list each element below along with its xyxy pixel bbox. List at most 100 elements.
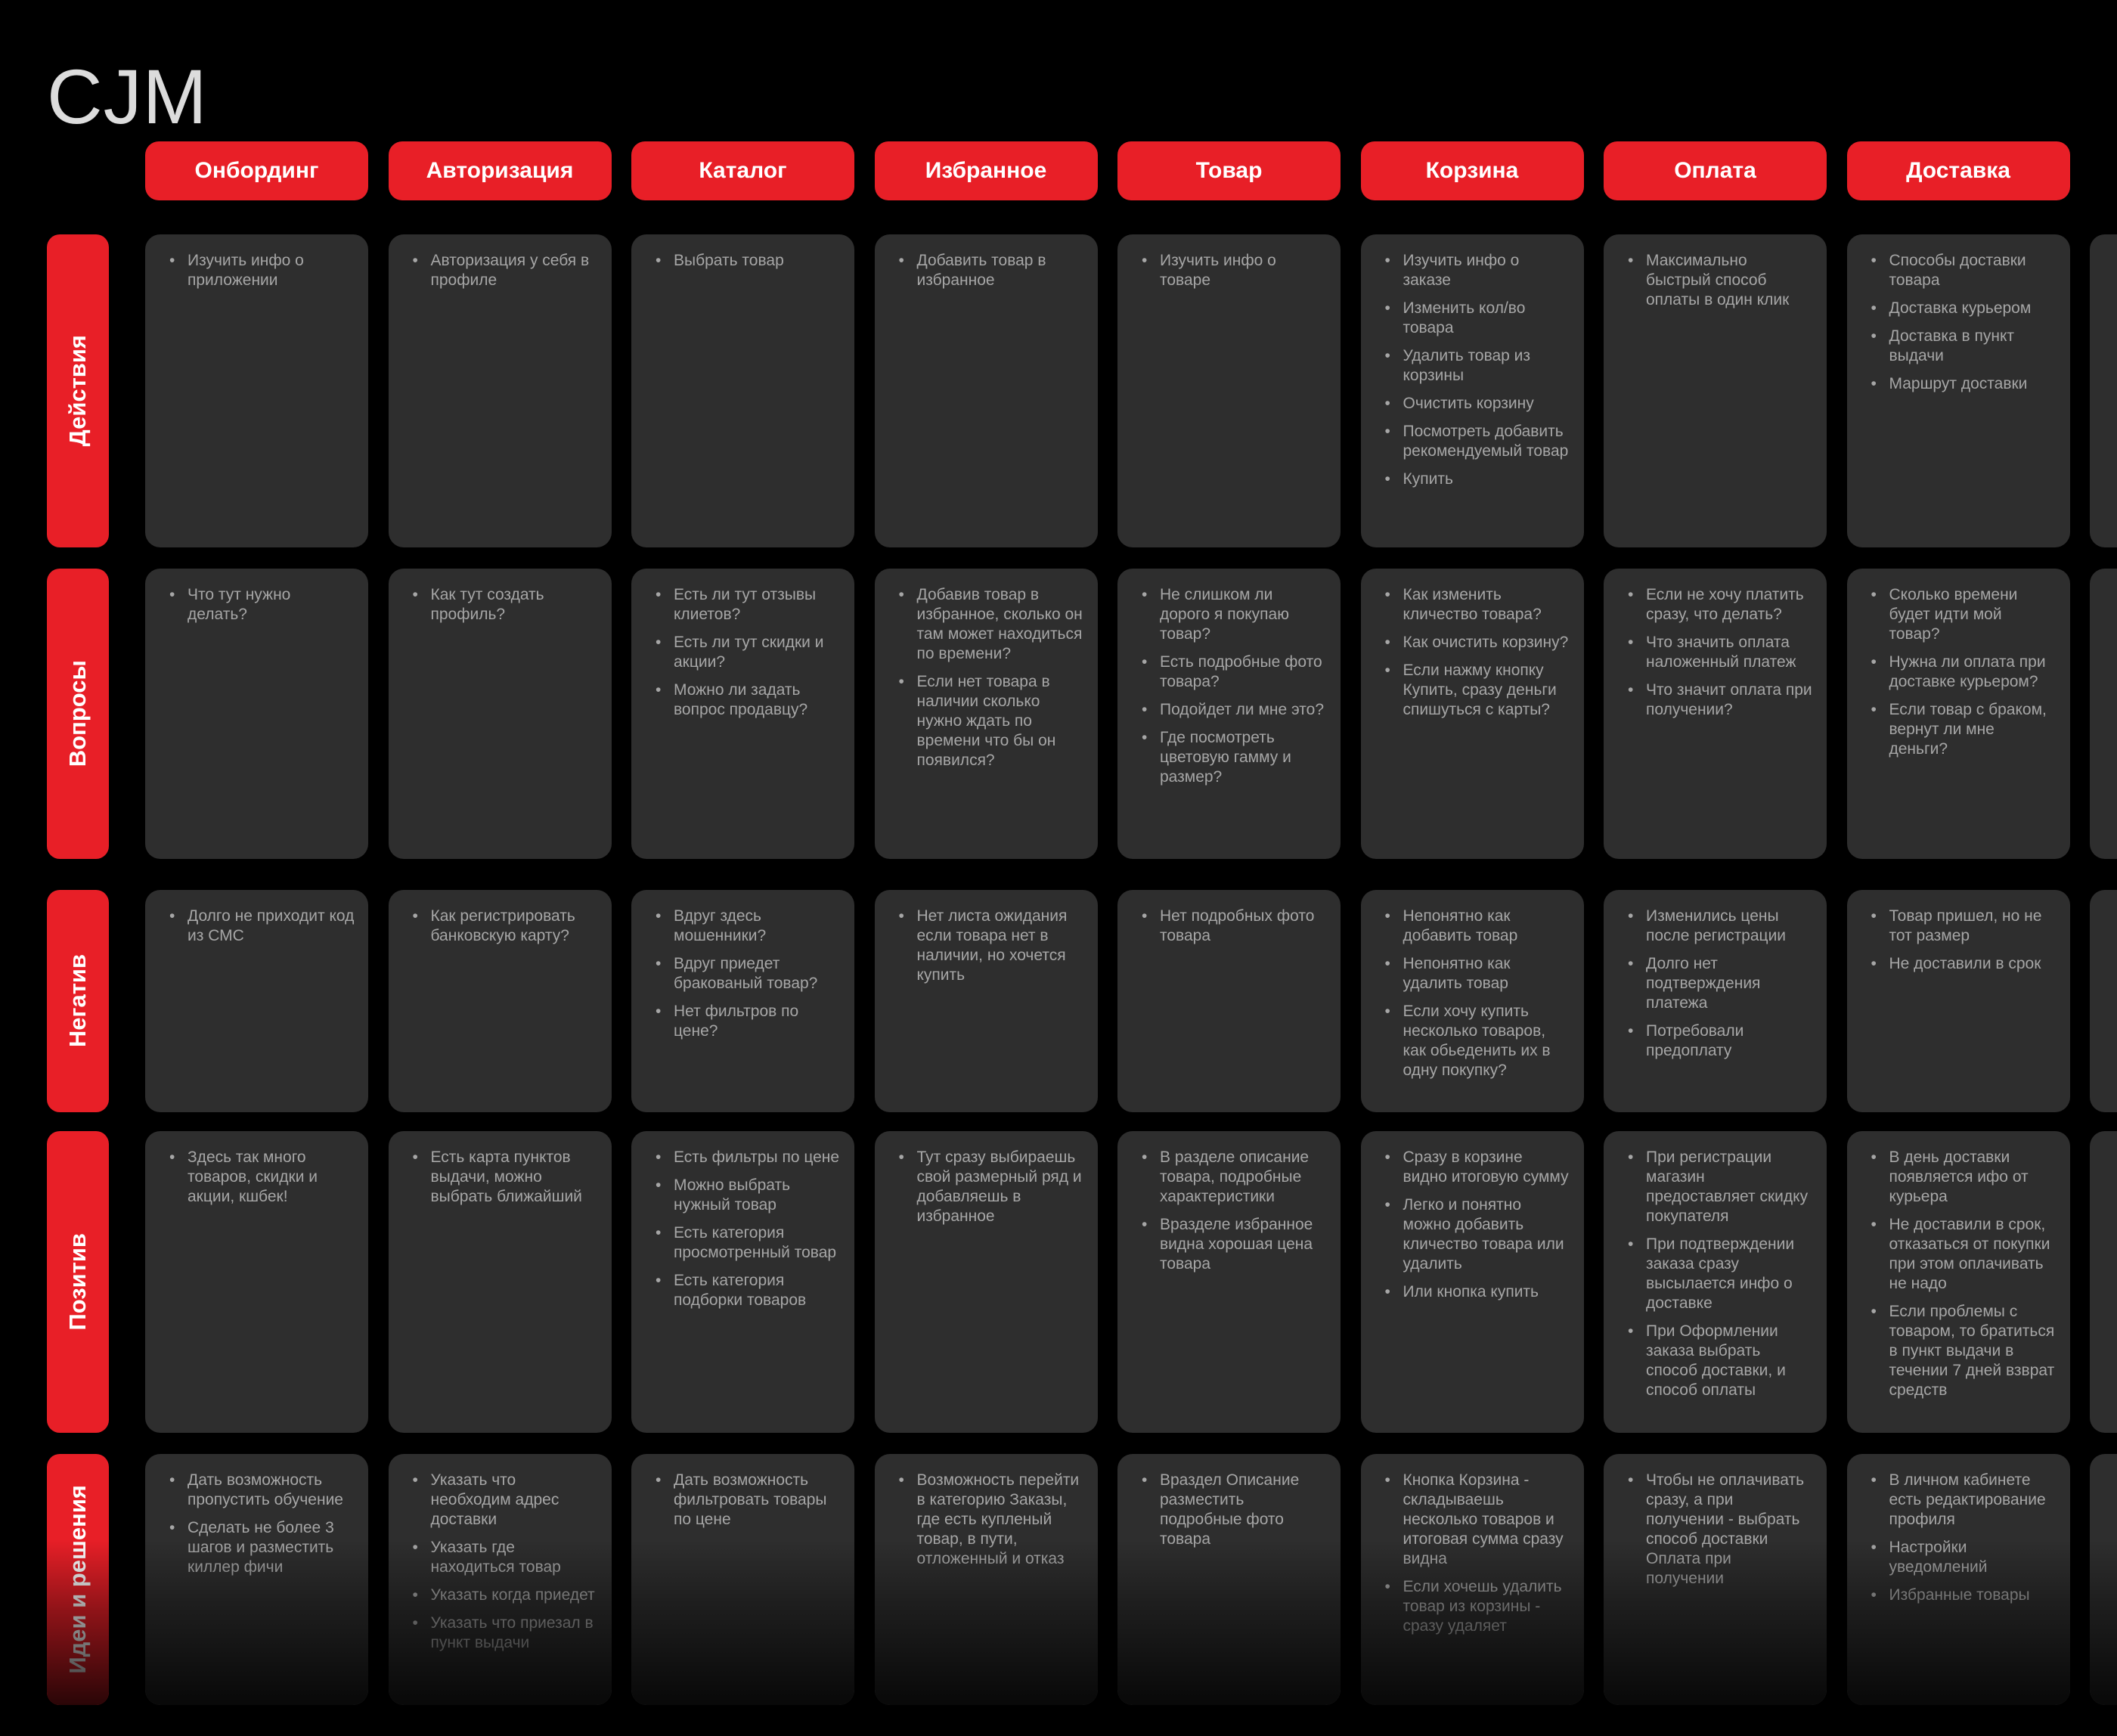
card-item: При подтверждении заказа сразу высылаетс…	[1604, 1235, 1813, 1313]
card-item: Доставка курьером	[1847, 299, 2057, 318]
card-item: Если товар с браком, вернут ли мне деньг…	[1847, 700, 2057, 759]
card-item: Сделать не более 3 шагов и разместить ки…	[145, 1518, 355, 1577]
card-item-list: Кнопка Корзина - складываешь несколько т…	[1361, 1454, 1584, 1657]
card-item: Кнопка Корзина - складываешь несколько т…	[1361, 1471, 1570, 1569]
card-item: Указать что приезал в пункт выдачи	[389, 1614, 598, 1653]
card-item: Товар пришел, но не тот размер	[1847, 907, 2057, 946]
row-label-text: Действия	[64, 335, 91, 447]
card-item-list: Изучить инфо о товаре	[1117, 234, 1341, 311]
card-item-list: Как изменить кличество товара? Как очисти…	[1361, 569, 1584, 740]
cjm-card: Способы доставки товара Доставка курьером…	[1846, 234, 2070, 547]
stage-header-6: Корзина	[1360, 141, 1584, 200]
cjm-card: Есть фильтры по цене Можно выбрать нужный…	[631, 1131, 854, 1433]
stage-header-3: Каталог	[631, 141, 854, 200]
card-item: Нет фильтров по цене?	[631, 1002, 841, 1041]
card-item-list: Авторизация у себя в профиле	[389, 234, 612, 311]
cjm-card: Если не хочу платить сразу, что делать? Ч…	[1604, 569, 1827, 859]
cjm-card: В разделе описание товара, подробные хар…	[1117, 1131, 1341, 1433]
card-item-list: Враздел Описание разместить подробные фо…	[1117, 1454, 1341, 1570]
stage-header-label: Товар	[1195, 158, 1263, 183]
cjm-card: Авторизация у себя в профиле	[388, 234, 612, 547]
card-item: Настройки уведомлений	[1847, 1538, 2057, 1577]
cutoff-card	[2090, 1131, 2117, 1433]
card-item-list: Сразу в корзине видно итоговую сумму Легк…	[1361, 1131, 1584, 1322]
cjm-card: Нет подробных фото товара	[1117, 890, 1341, 1112]
cjm-card: Непонятно как добавить товар Непонятно ка…	[1360, 890, 1584, 1112]
card-item-list: Дать возможность пропустить обучение Сдел…	[145, 1454, 368, 1598]
cutoff-card	[2090, 569, 2117, 859]
cjm-card: Долго не приходит код из СМС	[145, 890, 368, 1112]
cjm-card: Указать что необходим адрес доставки Указ…	[388, 1454, 612, 1705]
cjm-card: Как регистрировать банковскую карту?	[388, 890, 612, 1112]
cjm-card: Есть карта пунктов выдачи, можно выбрать…	[388, 1131, 612, 1433]
card-item: Указать где находиться товар	[389, 1538, 598, 1577]
card-item: Как регистрировать банковскую карту?	[389, 907, 598, 946]
cjm-card: Нет листа ожидания если товара нет в нал…	[874, 890, 1098, 1112]
card-item-list: Как тут создать профиль?	[389, 569, 612, 645]
card-item: Долго нет подтверждения платежа	[1604, 954, 1813, 1013]
card-item: Вдруг приедет бракованый товар?	[631, 954, 841, 994]
card-item: Можно выбрать нужный товар	[631, 1176, 841, 1215]
card-item: Есть ли тут скидки и акции?	[631, 633, 841, 672]
row-label-text: Негатив	[64, 954, 91, 1048]
card-item: Подойдет ли мне это?	[1117, 700, 1327, 720]
card-item-list: Есть ли тут отзывы клиетов? Есть ли тут с…	[631, 569, 854, 740]
card-item-list: Не слишком ли дорого я покупаю товар? Ест…	[1117, 569, 1341, 808]
card-item: Если проблемы с товаром, то братиться в …	[1847, 1302, 2057, 1400]
card-item-list: В день доставки появляется ифо от курьер…	[1847, 1131, 2070, 1421]
cjm-card: Не слишком ли дорого я покупаю товар? Ест…	[1117, 569, 1341, 859]
card-item-list: Нет подробных фото товара	[1117, 890, 1341, 966]
card-item: Если нажму кнопку Купить, сразу деньги с…	[1361, 661, 1570, 720]
card-item: Есть подробные фото товара?	[1117, 653, 1327, 692]
cjm-card: Изучить инфо о приложении	[145, 234, 368, 547]
card-item: Где посмотреть цветовую гамму и размер?	[1117, 728, 1327, 787]
card-item: Если хочешь удалить товар из корзины - с…	[1361, 1577, 1570, 1636]
card-item-list: Как регистрировать банковскую карту?	[389, 890, 612, 966]
cjm-card: Изучить инфо о заказе Изменить кол/во тов…	[1360, 234, 1584, 547]
cjm-card: Чтобы не оплачивать сразу, а при получен…	[1604, 1454, 1827, 1705]
card-item: Чтобы не оплачивать сразу, а при получен…	[1604, 1471, 1813, 1589]
card-item-list: В личном кабинете есть редактирование пр…	[1847, 1454, 2070, 1626]
cjm-card: Товар пришел, но не тот размер Не достави…	[1846, 890, 2070, 1112]
card-item-list: Сколько времени будет идти мой товар? Нуж…	[1847, 569, 2070, 780]
stage-header-8: Доставка	[1846, 141, 2070, 200]
card-item-list: Способы доставки товара Доставка курьером…	[1847, 234, 2070, 414]
card-item: Тут сразу выбираешь свой размерный ряд и…	[875, 1148, 1084, 1226]
cjm-card: Выбрать товар	[631, 234, 854, 547]
stage-header-label: Оплата	[1674, 158, 1756, 183]
card-item: Что тут нужно делать?	[145, 585, 355, 625]
row-label-text: Идеи и решения	[64, 1485, 91, 1674]
cutoff-card	[2090, 1454, 2117, 1705]
card-item: Изменились цены после регистрации	[1604, 907, 1813, 946]
card-item: Не доставили в срок, отказаться от покуп…	[1847, 1215, 2057, 1294]
cutoff-card	[2090, 890, 2117, 1112]
card-item: Не доставили в срок	[1847, 954, 2057, 974]
stage-header-7: Оплата	[1604, 141, 1827, 200]
row-label-negative: Негатив	[47, 890, 109, 1112]
card-item: При Оформлении заказа выбрать способ дос…	[1604, 1322, 1813, 1400]
card-item-list: Изменились цены после регистрации Долго н…	[1604, 890, 1827, 1081]
card-item: Есть категория просмотренный товар	[631, 1223, 841, 1263]
card-item: Изучить инфо о товаре	[1117, 251, 1327, 290]
card-item: Как тут создать профиль?	[389, 585, 598, 625]
card-item-list: Изучить инфо о заказе Изменить кол/во тов…	[1361, 234, 1584, 510]
cjm-card: При регистрации магазин предоставляет ск…	[1604, 1131, 1827, 1433]
card-item: Потребовали предоплату	[1604, 1021, 1813, 1061]
cjm-card: Сразу в корзине видно итоговую сумму Легк…	[1360, 1131, 1584, 1433]
card-item: В день доставки появляется ифо от курьер…	[1847, 1148, 2057, 1207]
cjm-card: Как изменить кличество товара? Как очисти…	[1360, 569, 1584, 859]
row-label-questions: Вопросы	[47, 569, 109, 859]
card-item: Если не хочу платить сразу, что делать?	[1604, 585, 1813, 625]
card-item: Как очистить корзину?	[1361, 633, 1570, 653]
card-item: Враздел Описание разместить подробные фо…	[1117, 1471, 1327, 1549]
card-item: Возможность перейти в категорию Заказы, …	[875, 1471, 1084, 1569]
cjm-card: Что тут нужно делать?	[145, 569, 368, 859]
row-label-text: Позитив	[64, 1233, 91, 1331]
cjm-card: Дать возможность пропустить обучение Сдел…	[145, 1454, 368, 1705]
card-item-list: Если не хочу платить сразу, что делать? Ч…	[1604, 569, 1827, 740]
card-item: Выбрать товар	[631, 251, 841, 271]
card-item-list: Есть фильтры по цене Можно выбрать нужный…	[631, 1131, 854, 1331]
stage-header-label: Доставка	[1906, 158, 2010, 183]
card-item: Указать когда приедет	[389, 1586, 598, 1605]
card-item-list: Указать что необходим адрес доставки Указ…	[389, 1454, 612, 1673]
